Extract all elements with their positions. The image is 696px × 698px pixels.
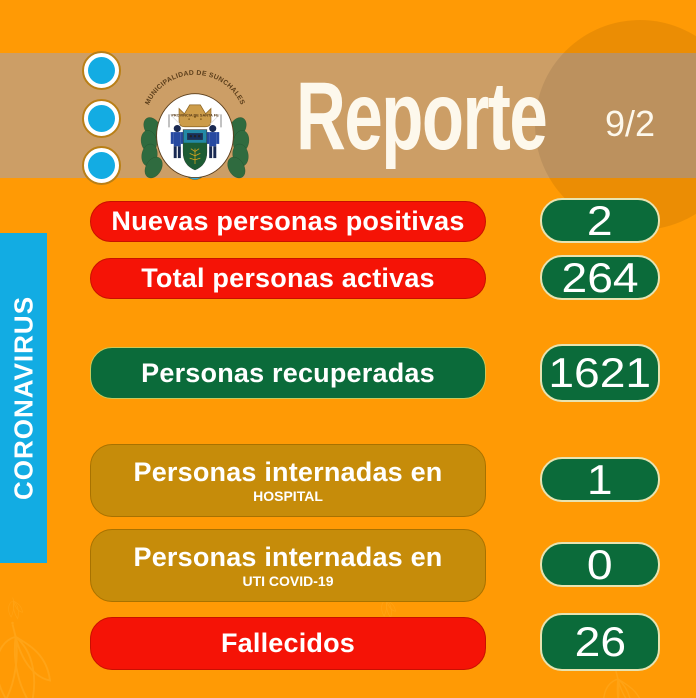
svg-text:PROVINCIA DE SANTA FE: PROVINCIA DE SANTA FE xyxy=(171,114,219,118)
